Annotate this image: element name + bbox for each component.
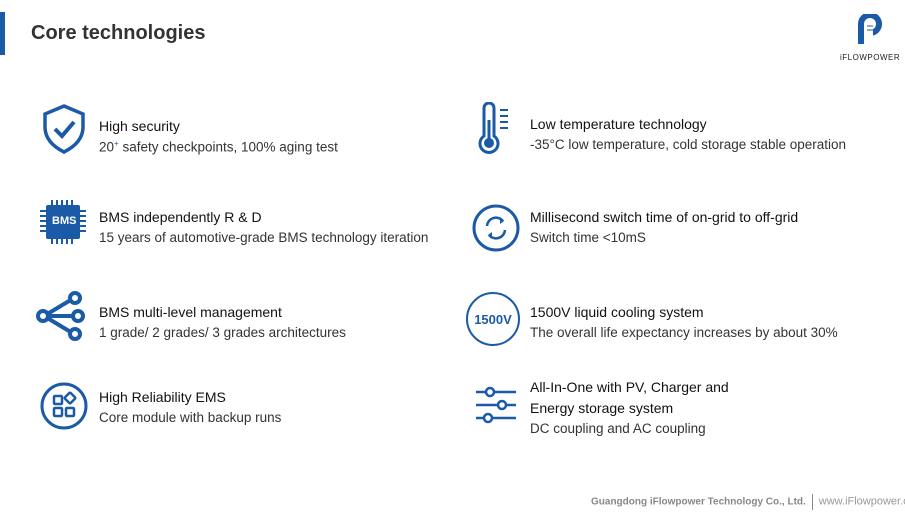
desc-text: safety checkpoints, 100% aging test xyxy=(118,139,338,155)
feature-title-line1: All-In-One with PV, Charger and xyxy=(530,379,729,395)
feature-title-line2: Energy storage system xyxy=(530,400,674,416)
feature-low-temp: Low temperature technology -35°C low tem… xyxy=(530,116,846,152)
footer-company: Guangdong iFlowpower Technology Co., Ltd… xyxy=(591,496,806,508)
feature-title: Low temperature technology xyxy=(530,116,707,132)
footer-website[interactable]: www.iFlowpower.com xyxy=(818,495,905,508)
switch-cycle-icon xyxy=(470,202,522,254)
page-title: Core technologies xyxy=(31,22,206,44)
feature-switch-time: Millisecond switch time of on-grid to of… xyxy=(530,209,798,245)
feature-bms-rd: BMS independently R & D 15 years of auto… xyxy=(99,209,428,245)
feature-high-security: High security 20+ safety checkpoints, 10… xyxy=(99,118,338,155)
thermometer-icon xyxy=(470,101,522,154)
feature-desc: 20+ safety checkpoints, 100% aging test xyxy=(99,139,338,155)
feature-all-in-one: All-In-One with PV, Charger and Energy s… xyxy=(530,379,729,436)
module-grid-icon xyxy=(38,380,90,432)
bms-chip-icon: BMS xyxy=(38,196,90,248)
feature-title: BMS multi-level management xyxy=(99,304,282,320)
company-logo: iFLOWPOWER xyxy=(840,12,901,62)
1500v-label: 1500V xyxy=(474,311,512,327)
feature-title: High Reliability EMS xyxy=(99,389,226,405)
feature-desc: DC coupling and AC coupling xyxy=(530,421,706,436)
desc-number: 20 xyxy=(99,139,115,155)
share-network-icon xyxy=(34,290,86,342)
feature-desc: 1 grade/ 2 grades/ 3 grades architecture… xyxy=(99,325,346,340)
feature-title: 1500V liquid cooling system xyxy=(530,304,704,320)
feature-liquid-cooling: 1500V liquid cooling system The overall … xyxy=(530,304,838,340)
feature-title: BMS independently R & D xyxy=(99,209,262,225)
footer: Guangdong iFlowpower Technology Co., Ltd… xyxy=(591,494,905,510)
feature-desc: Core module with backup runs xyxy=(99,410,282,425)
shield-check-icon xyxy=(38,103,90,155)
feature-ems: High Reliability EMS Core module with ba… xyxy=(99,389,281,425)
bms-label: BMS xyxy=(52,215,77,227)
footer-divider xyxy=(811,494,813,510)
1500v-badge-icon: 1500V xyxy=(466,292,520,346)
feature-desc: The overall life expectancy increases by… xyxy=(530,325,838,340)
feature-title: Millisecond switch time of on-grid to of… xyxy=(530,209,799,225)
feature-bms-multilevel: BMS multi-level management 1 grade/ 2 gr… xyxy=(99,304,346,340)
title-accent-bar xyxy=(0,12,5,55)
feature-desc: 15 years of automotive-grade BMS technol… xyxy=(99,230,429,245)
feature-desc: -35°C low temperature, cold storage stab… xyxy=(530,137,847,152)
feature-title: High security xyxy=(99,118,180,134)
logo-icon xyxy=(858,12,882,44)
logo-text: iFLOWPOWER xyxy=(840,53,901,62)
sliders-icon xyxy=(470,380,522,432)
feature-desc: Switch time <10mS xyxy=(530,230,646,245)
desc-sup: + xyxy=(114,139,119,148)
